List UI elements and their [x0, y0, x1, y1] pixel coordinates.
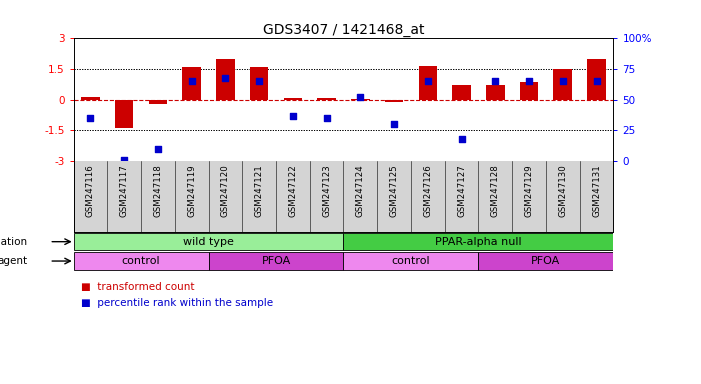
Text: GSM247131: GSM247131 [592, 165, 601, 217]
Text: GSM247124: GSM247124 [356, 165, 365, 217]
Point [557, 78, 569, 84]
Bar [418, 66, 437, 100]
Text: GSM247127: GSM247127 [457, 165, 466, 217]
Bar [343, 252, 478, 270]
Bar [216, 59, 235, 100]
Bar [587, 59, 606, 100]
Point [220, 74, 231, 81]
Text: ■  percentile rank within the sample: ■ percentile rank within the sample [81, 298, 273, 308]
Point [186, 78, 197, 84]
Text: PPAR-alpha null: PPAR-alpha null [435, 237, 522, 247]
Point [388, 121, 400, 127]
Text: control: control [392, 256, 430, 266]
Point [321, 115, 332, 121]
Text: ■  transformed count: ■ transformed count [81, 282, 194, 292]
Point [591, 78, 602, 84]
Bar [81, 97, 100, 100]
Bar [452, 85, 471, 100]
Bar [478, 252, 613, 270]
Bar [250, 67, 268, 100]
Bar [351, 99, 369, 100]
Text: GSM247122: GSM247122 [288, 165, 297, 217]
Bar [115, 100, 133, 128]
Point [85, 115, 96, 121]
Text: GSM247128: GSM247128 [491, 165, 500, 217]
Bar [284, 98, 302, 100]
Text: GSM247126: GSM247126 [423, 165, 433, 217]
Text: GSM247117: GSM247117 [120, 165, 129, 217]
Text: wild type: wild type [183, 237, 234, 247]
Point [524, 78, 535, 84]
Point [287, 113, 299, 119]
Text: GSM247121: GSM247121 [254, 165, 264, 217]
Title: GDS3407 / 1421468_at: GDS3407 / 1421468_at [263, 23, 424, 37]
Bar [486, 85, 505, 100]
Text: genotype/variation: genotype/variation [0, 237, 28, 247]
Bar [385, 100, 403, 102]
Point [490, 78, 501, 84]
Point [254, 78, 265, 84]
Bar [209, 252, 343, 270]
Bar [74, 233, 343, 250]
Point [456, 136, 467, 142]
Text: GSM247129: GSM247129 [524, 165, 533, 217]
Point [118, 157, 130, 163]
Text: PFOA: PFOA [261, 256, 291, 266]
Text: GSM247118: GSM247118 [154, 165, 163, 217]
Bar [554, 69, 572, 100]
Point [422, 78, 433, 84]
Bar [182, 67, 201, 100]
Text: GSM247123: GSM247123 [322, 165, 331, 217]
Bar [74, 252, 209, 270]
Text: GSM247119: GSM247119 [187, 165, 196, 217]
Bar [519, 82, 538, 100]
Text: control: control [122, 256, 161, 266]
Text: PFOA: PFOA [531, 256, 561, 266]
Bar [149, 100, 168, 104]
Text: GSM247130: GSM247130 [558, 165, 567, 217]
Bar [318, 98, 336, 100]
Bar [343, 233, 613, 250]
Text: GSM247116: GSM247116 [86, 165, 95, 217]
Point [152, 146, 163, 152]
Point [355, 94, 366, 100]
Text: agent: agent [0, 256, 28, 266]
Text: GSM247120: GSM247120 [221, 165, 230, 217]
Text: GSM247125: GSM247125 [390, 165, 399, 217]
